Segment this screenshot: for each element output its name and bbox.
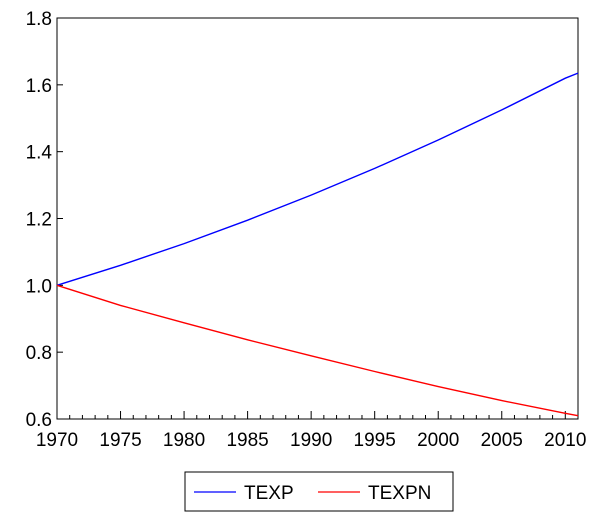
y-tick-label: 1.4	[26, 143, 53, 164]
x-tick-label: 2000	[417, 430, 459, 451]
x-tick-label: 1980	[163, 430, 205, 451]
x-tick-label: 1970	[36, 430, 78, 451]
x-tick-label: 1990	[290, 430, 332, 451]
x-tick-label: 1985	[226, 430, 268, 451]
y-tick-label: 0.6	[26, 410, 52, 431]
y-tick-label: 1.6	[26, 76, 52, 97]
legend-label-texpn: TEXPN	[368, 483, 431, 504]
x-tick-label: 2010	[544, 430, 586, 451]
plot-frame	[56, 17, 579, 420]
series-lines	[56, 72, 579, 417]
plot-area: 0.60.81.01.21.41.61.8 1970 1975 1980 1985 19…	[26, 9, 587, 451]
x-tick-label: 2005	[481, 430, 523, 451]
y-tick-label: 1.2	[26, 210, 52, 231]
y-tick-label: 1.0	[26, 276, 52, 297]
legend-label-texp: TEXP	[244, 483, 294, 504]
legend: TEXP TEXPN	[184, 471, 454, 512]
series-line-texpn	[56, 284, 579, 417]
series-line-texp	[56, 72, 579, 286]
y-tick-label: 1.8	[26, 9, 52, 30]
x-tick-label: 1995	[354, 430, 396, 451]
x-axis: 1970 1975 1980 1985 1990 1995 2000 2005 2010	[36, 411, 586, 451]
y-axis: 0.6 0.8 1.0 1.2 1.4 1.6 1.8	[26, 9, 63, 431]
y-tick-label: 0.8	[26, 343, 52, 364]
x-tick-label: 1975	[99, 430, 141, 451]
